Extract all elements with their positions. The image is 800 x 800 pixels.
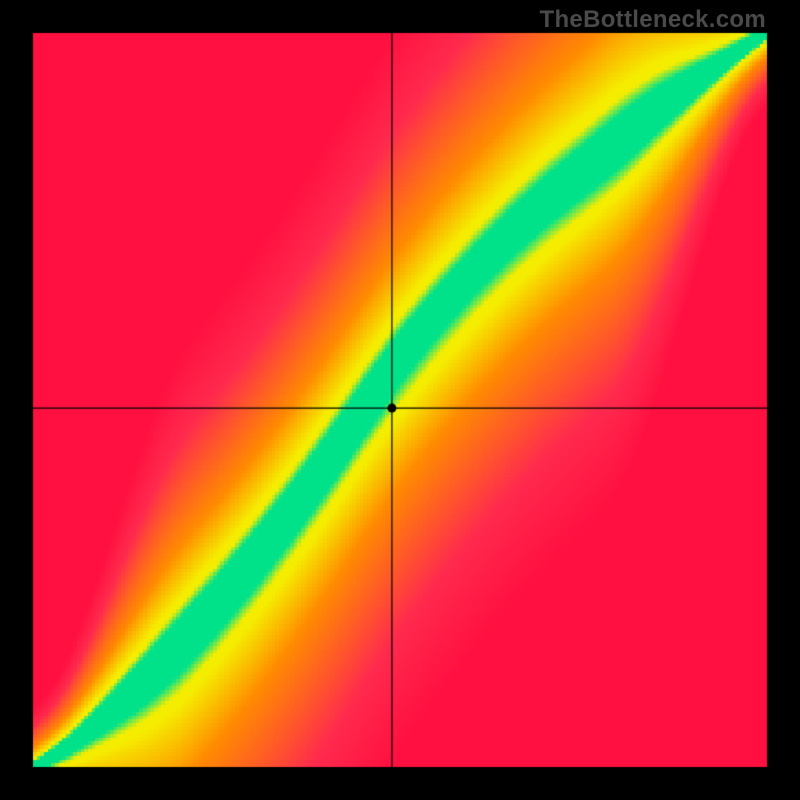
watermark-text: TheBottleneck.com	[540, 6, 766, 34]
bottleneck-heatmap	[0, 0, 800, 800]
